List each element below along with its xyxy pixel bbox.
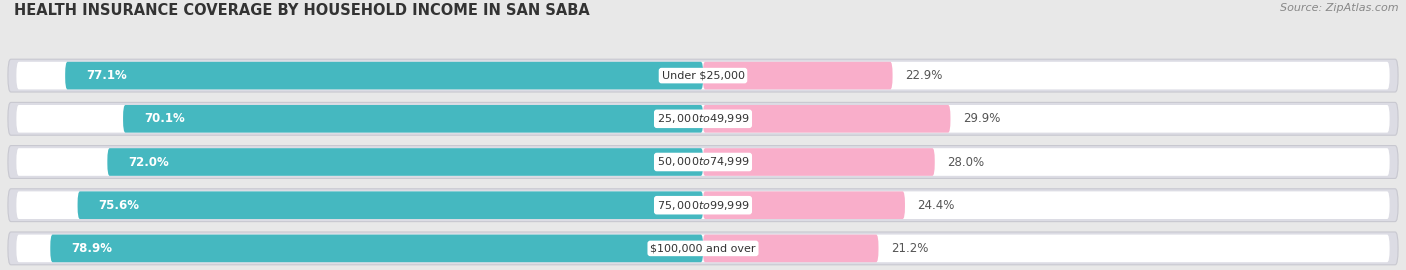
FancyBboxPatch shape <box>77 191 703 219</box>
FancyBboxPatch shape <box>8 146 1398 178</box>
FancyBboxPatch shape <box>124 105 703 133</box>
Text: 22.9%: 22.9% <box>905 69 942 82</box>
Text: 28.0%: 28.0% <box>948 156 984 168</box>
FancyBboxPatch shape <box>703 235 879 262</box>
FancyBboxPatch shape <box>8 189 1398 222</box>
FancyBboxPatch shape <box>703 105 950 133</box>
Text: 21.2%: 21.2% <box>891 242 928 255</box>
Text: 78.9%: 78.9% <box>72 242 112 255</box>
FancyBboxPatch shape <box>8 232 1398 265</box>
FancyBboxPatch shape <box>17 235 1389 262</box>
Text: 72.0%: 72.0% <box>128 156 169 168</box>
Text: Source: ZipAtlas.com: Source: ZipAtlas.com <box>1281 3 1399 13</box>
Text: 24.4%: 24.4% <box>917 199 955 212</box>
FancyBboxPatch shape <box>65 62 703 89</box>
Text: $100,000 and over: $100,000 and over <box>650 243 756 254</box>
FancyBboxPatch shape <box>17 62 1389 89</box>
Text: $50,000 to $74,999: $50,000 to $74,999 <box>657 156 749 168</box>
FancyBboxPatch shape <box>107 148 703 176</box>
Text: HEALTH INSURANCE COVERAGE BY HOUSEHOLD INCOME IN SAN SABA: HEALTH INSURANCE COVERAGE BY HOUSEHOLD I… <box>14 3 589 18</box>
Text: 75.6%: 75.6% <box>98 199 139 212</box>
FancyBboxPatch shape <box>703 62 893 89</box>
Text: Under $25,000: Under $25,000 <box>661 70 745 81</box>
FancyBboxPatch shape <box>703 191 905 219</box>
FancyBboxPatch shape <box>8 59 1398 92</box>
FancyBboxPatch shape <box>703 148 935 176</box>
Text: $25,000 to $49,999: $25,000 to $49,999 <box>657 112 749 125</box>
FancyBboxPatch shape <box>51 235 703 262</box>
Text: $75,000 to $99,999: $75,000 to $99,999 <box>657 199 749 212</box>
FancyBboxPatch shape <box>17 105 1389 133</box>
FancyBboxPatch shape <box>17 148 1389 176</box>
Text: 77.1%: 77.1% <box>86 69 127 82</box>
Text: 29.9%: 29.9% <box>963 112 1000 125</box>
FancyBboxPatch shape <box>8 102 1398 135</box>
Text: 70.1%: 70.1% <box>143 112 184 125</box>
FancyBboxPatch shape <box>17 191 1389 219</box>
